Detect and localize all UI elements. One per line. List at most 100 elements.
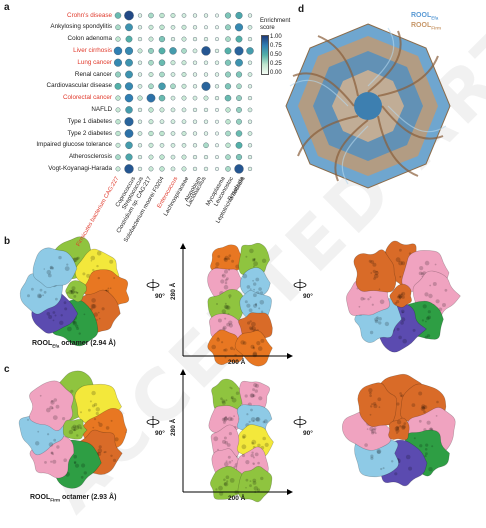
- density-speck: [382, 467, 385, 470]
- heatmap-dot: [181, 95, 187, 101]
- density-speck: [252, 420, 255, 422]
- density-speck: [109, 259, 114, 264]
- heatmap-dot: [214, 72, 220, 77]
- density-speck: [360, 296, 365, 301]
- heatmap-dot: [170, 36, 176, 42]
- heatmap-dot: [125, 23, 133, 32]
- density-speck: [401, 261, 406, 266]
- density-speck: [51, 266, 54, 270]
- heatmap-dot: [148, 119, 154, 125]
- heatmap-dot: [247, 107, 253, 113]
- density-speck: [401, 309, 405, 314]
- density-speck: [401, 295, 405, 299]
- heatmap-dot: [214, 60, 220, 65]
- density-speck: [104, 289, 108, 293]
- density-speck: [358, 311, 363, 316]
- density-speck: [78, 412, 82, 417]
- density-speck: [262, 420, 266, 424]
- density-speck: [96, 319, 98, 321]
- heatmap-dot: [247, 60, 253, 65]
- density-speck: [227, 257, 231, 261]
- heatmap-dot: [124, 93, 134, 103]
- density-speck: [264, 442, 269, 447]
- disease-label: Crohn's disease: [67, 11, 112, 19]
- density-speck: [228, 432, 232, 436]
- heatmap-dot: [181, 60, 187, 66]
- heatmap-dot: [236, 95, 242, 102]
- density-speck: [27, 294, 30, 298]
- density-speck: [424, 454, 427, 458]
- disease-label: Impaired glucose tolerance: [36, 141, 112, 149]
- density-speck: [394, 426, 399, 431]
- density-speck: [249, 480, 252, 482]
- heatmap-dot: [235, 35, 243, 43]
- density-speck: [405, 454, 411, 460]
- heatmap-dot: [215, 143, 219, 148]
- density-speck: [231, 259, 235, 263]
- density-speck: [47, 273, 52, 278]
- density-speck: [429, 427, 433, 431]
- density-speck: [66, 291, 69, 294]
- heatmap-dot: [148, 166, 154, 172]
- density-speck: [90, 303, 96, 309]
- heatmap-dot: [234, 23, 244, 32]
- b-top-view-subunit: [19, 268, 64, 315]
- density-speck: [370, 272, 373, 274]
- heatmap-dot: [215, 37, 219, 42]
- density-speck: [421, 406, 425, 410]
- density-speck: [48, 301, 53, 306]
- density-speck: [93, 312, 99, 317]
- density-speck: [369, 296, 372, 299]
- heatmap-dot: [247, 95, 253, 101]
- density-speck: [51, 417, 54, 420]
- heatmap-dot: [159, 12, 165, 19]
- density-speck: [59, 320, 64, 325]
- density-speck: [374, 317, 379, 322]
- density-speck: [374, 432, 377, 435]
- c-top-view-subunit: [29, 380, 74, 431]
- density-speck: [39, 288, 43, 292]
- c-side-view-subunit: [239, 380, 270, 411]
- heatmap-dot: [181, 131, 187, 136]
- heatmap-dot: [215, 166, 219, 171]
- density-speck: [424, 335, 428, 339]
- heatmap-dot: [159, 119, 165, 124]
- density-speck: [383, 457, 386, 461]
- heatmap-dot: [225, 36, 231, 42]
- b-vertical-dimension: 280 Å: [170, 282, 177, 300]
- heatmap-dot: [148, 59, 154, 66]
- b-top-view-core: [65, 280, 87, 303]
- density-speck: [396, 420, 402, 425]
- density-speck: [49, 405, 54, 410]
- b-horizontal-dimension: 200 Å: [228, 359, 246, 366]
- heatmap-dot: [247, 119, 253, 124]
- heatmap-dot: [247, 36, 253, 42]
- heatmap-dot: [235, 154, 243, 161]
- density-speck: [251, 451, 254, 454]
- density-speck: [373, 404, 378, 409]
- density-speck: [42, 294, 44, 297]
- density-speck: [395, 428, 400, 433]
- density-speck: [372, 269, 376, 273]
- density-speck: [427, 310, 431, 314]
- density-speck: [38, 294, 42, 298]
- heatmap-dot: [115, 166, 121, 172]
- density-speck: [425, 452, 428, 456]
- c-side-view-subunit: [210, 424, 244, 461]
- density-speck: [419, 462, 421, 465]
- heatmap-dot: [125, 106, 133, 114]
- heatmap-dot: [159, 130, 165, 137]
- density-speck: [380, 286, 386, 292]
- rotate-icon: [293, 419, 307, 425]
- density-speck: [371, 303, 374, 306]
- density-speck: [425, 320, 427, 323]
- density-speck: [227, 416, 233, 422]
- density-speck: [258, 396, 263, 401]
- density-speck: [423, 289, 426, 291]
- density-speck: [104, 289, 108, 293]
- density-speck: [218, 485, 223, 491]
- density-speck: [223, 257, 227, 261]
- density-speck: [58, 255, 62, 260]
- b-top-view-subunit: [32, 247, 78, 288]
- density-speck: [62, 417, 66, 421]
